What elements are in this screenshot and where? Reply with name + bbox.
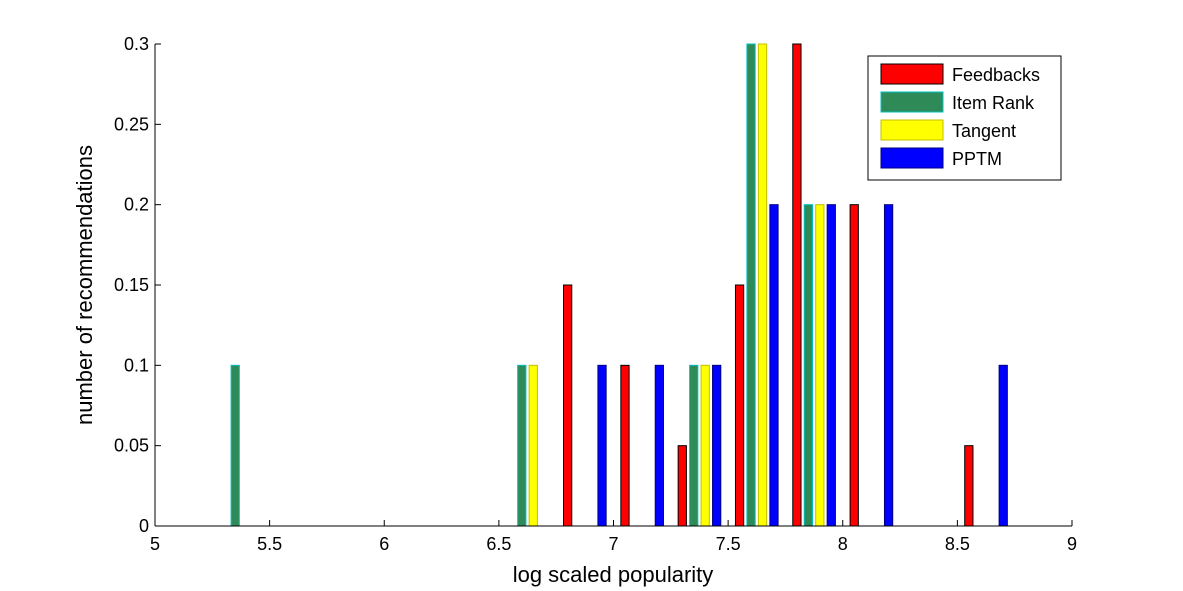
bar-tangent — [815, 204, 825, 527]
x-tick-label: 6.5 — [486, 534, 511, 554]
bar-pptm — [769, 204, 779, 527]
bar-pptm — [597, 364, 607, 527]
x-tick-label: 8 — [838, 534, 848, 554]
x-tick-label: 7.5 — [716, 534, 741, 554]
legend-swatch — [880, 63, 944, 85]
bar-pptm — [826, 204, 836, 527]
x-ticks-group: 5 5.5 6 6.5 7 7.5 8 8.5 9 — [150, 520, 1077, 554]
legend-swatch — [880, 147, 944, 169]
y-tick-label: 0.25 — [114, 114, 149, 134]
x-tick-label: 5.5 — [257, 534, 282, 554]
x-tick-label: 9 — [1067, 534, 1077, 554]
x-axis-title: log scaled popularity — [513, 562, 714, 587]
x-tick-label: 6 — [379, 534, 389, 554]
bar-feedbacks — [734, 284, 745, 527]
bar-feedbacks — [620, 364, 630, 527]
legend: Feedbacks Item Rank Tangent PPTM — [867, 55, 1062, 181]
bar-tangent — [700, 364, 710, 527]
bar-feedbacks — [849, 204, 859, 527]
y-tick-label: 0.1 — [124, 355, 149, 375]
bar-feedbacks — [677, 445, 687, 527]
bar-feedbacks — [563, 284, 573, 527]
x-tick-label: 7 — [608, 534, 618, 554]
bar-pptm — [998, 364, 1008, 527]
y-tick-label: 0.2 — [124, 195, 149, 215]
bar-pptm — [712, 364, 722, 527]
y-tick-label: 0 — [139, 516, 149, 536]
legend-swatch — [880, 91, 944, 113]
x-tick-label: 5 — [150, 534, 160, 554]
bar-item-rank — [689, 364, 699, 527]
y-tick-label: 0.05 — [114, 436, 149, 456]
x-tick-label: 8.5 — [945, 534, 970, 554]
bar-tangent — [528, 364, 538, 527]
y-axis-title: number of recommendations — [72, 145, 97, 425]
bar-tangent — [757, 43, 768, 527]
legend-label: Item Rank — [952, 93, 1035, 113]
legend-label: Tangent — [952, 121, 1016, 141]
legend-label: Feedbacks — [952, 65, 1040, 85]
bar-item-rank — [803, 204, 813, 527]
bar-item-rank — [746, 43, 756, 527]
y-ticks-group: 0 0.05 0.1 0.15 0.2 0.25 0.3 — [114, 34, 161, 536]
bar-item-rank — [517, 364, 527, 527]
y-tick-label: 0.3 — [124, 34, 149, 54]
y-tick-label: 0.15 — [114, 275, 149, 295]
bar-pptm — [883, 204, 894, 527]
bar-feedbacks — [964, 445, 974, 527]
bar-feedbacks — [792, 43, 802, 527]
legend-swatch — [880, 119, 944, 141]
legend-label: PPTM — [952, 149, 1002, 169]
bar-pptm — [654, 364, 664, 527]
bar-item-rank — [230, 364, 240, 527]
